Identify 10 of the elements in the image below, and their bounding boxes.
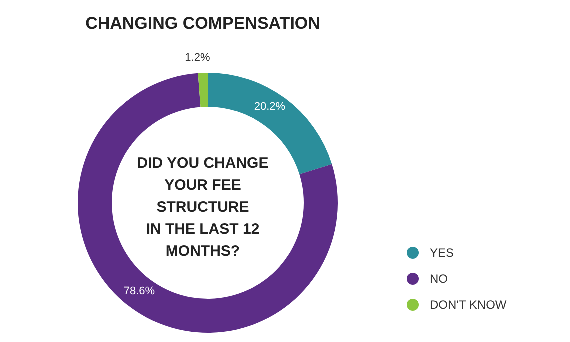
chart-title: CHANGING COMPENSATION: [84, 14, 322, 34]
donut-slice: [198, 73, 208, 108]
legend-label: YES: [430, 246, 454, 260]
data-label: 20.2%: [254, 101, 286, 113]
data-label: 78.6%: [124, 285, 156, 298]
text: DID YOU CHANGE YOUR FEE STRUCTURE IN THE LAST 12 MONTHS?: [136, 154, 270, 262]
donut-slice: [78, 73, 338, 333]
data-label: 1.2%: [185, 52, 210, 64]
legend-label: DON'T KNOW: [430, 298, 507, 312]
legend-label: NO: [430, 272, 448, 286]
